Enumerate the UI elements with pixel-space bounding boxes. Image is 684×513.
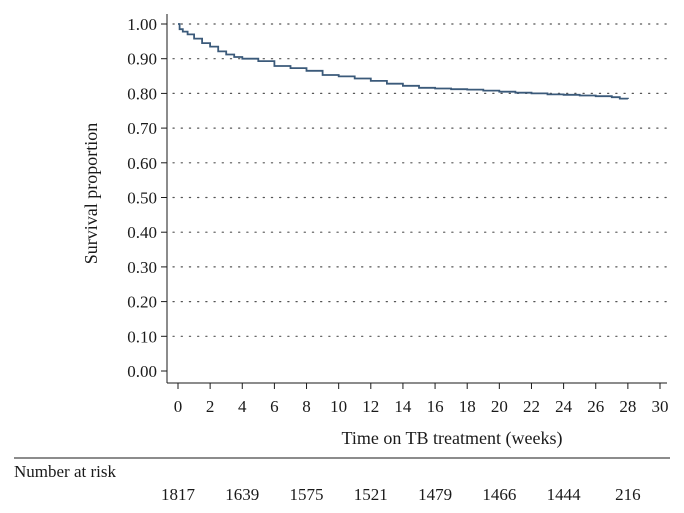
survival-curve — [178, 23, 629, 100]
x-tick-label: 30 — [652, 397, 669, 416]
risk-value: 1521 — [354, 485, 388, 504]
x-tick-label: 10 — [330, 397, 347, 416]
x-axis-title: Time on TB treatment (weeks) — [342, 428, 563, 449]
y-tick-label: 0.90 — [127, 50, 157, 69]
y-tick-label: 0.00 — [127, 362, 157, 381]
y-axis-title: Survival proportion — [81, 123, 101, 265]
x-tick-label: 20 — [491, 397, 508, 416]
x-tick-label: 0 — [174, 397, 183, 416]
x-tick-label: 28 — [619, 397, 636, 416]
y-tick-label: 0.50 — [127, 189, 157, 208]
x-tick-label: 22 — [523, 397, 540, 416]
x-tick-label: 6 — [270, 397, 279, 416]
risk-value: 216 — [615, 485, 641, 504]
risk-value: 1575 — [290, 485, 324, 504]
x-ticks: 0 2 4 6 8 10 12 14 16 18 20 22 24 26 28 30 — [174, 383, 669, 416]
risk-value: 1817 — [161, 485, 196, 504]
y-tick-label: 1.00 — [127, 15, 157, 34]
x-tick-label: 24 — [555, 397, 573, 416]
y-tick-label: 0.70 — [127, 119, 157, 138]
x-tick-label: 16 — [427, 397, 444, 416]
y-ticks: 0.00 0.10 0.20 0.30 0.40 0.50 0.60 0.70 0.80 0.90… — [127, 15, 167, 381]
gridlines — [172, 23, 668, 337]
risk-value: 1466 — [482, 485, 516, 504]
y-tick-label: 0.20 — [127, 293, 157, 312]
x-tick-label: 12 — [362, 397, 379, 416]
x-tick-label: 18 — [459, 397, 476, 416]
y-tick-label: 0.10 — [127, 327, 157, 346]
y-tick-label: 0.30 — [127, 258, 157, 277]
risk-value: 1479 — [418, 485, 452, 504]
x-tick-label: 26 — [587, 397, 604, 416]
x-tick-label: 14 — [394, 397, 412, 416]
y-tick-label: 0.60 — [127, 154, 157, 173]
y-tick-label: 0.80 — [127, 84, 157, 103]
x-tick-label: 2 — [206, 397, 215, 416]
y-tick-label: 0.40 — [127, 223, 157, 242]
x-tick-label: 8 — [302, 397, 311, 416]
risk-value: 1639 — [225, 485, 259, 504]
x-tick-label: 4 — [238, 397, 247, 416]
axes — [166, 14, 667, 384]
risk-value: 1444 — [547, 485, 582, 504]
risk-table-values: 1817 1639 1575 1521 1479 1466 1444 216 — [161, 485, 641, 504]
risk-table-label: Number at risk — [14, 462, 116, 481]
